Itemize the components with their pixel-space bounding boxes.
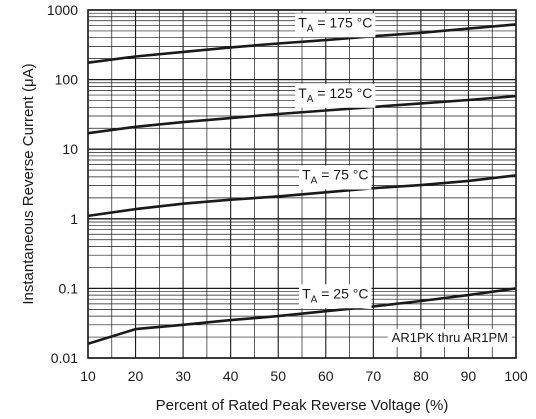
curve-series-3 xyxy=(87,174,517,218)
curves xyxy=(87,23,517,346)
curve-labels: TA = 175 °C TA = 125 °C TA = 75 °C TA = 25 … xyxy=(295,13,376,309)
grid-minor-lines xyxy=(88,10,516,358)
x-axis-title: Percent of Rated Peak Reverse Voltage (%… xyxy=(156,397,449,414)
curve-label-bg xyxy=(295,13,376,38)
x-tick-label: 90 xyxy=(461,368,477,384)
x-tick-label: 80 xyxy=(413,368,429,384)
y-tick-label: 1 xyxy=(70,211,78,227)
curve-label-bg xyxy=(299,284,372,309)
y-tick-label: 1000 xyxy=(47,2,78,18)
curve-label-1: TA = 175 °C xyxy=(298,14,372,34)
x-tick-label: 50 xyxy=(270,368,286,384)
curve-label-bg xyxy=(299,165,372,190)
x-tick-label: 30 xyxy=(175,368,191,384)
x-tick-label: 100 xyxy=(504,368,528,384)
device-range-annotation: AR1PK thru AR1PM xyxy=(392,330,508,345)
x-tick-label: 60 xyxy=(318,368,334,384)
x-tick-label: 40 xyxy=(223,368,239,384)
x-tick-label: 20 xyxy=(128,368,144,384)
y-tick-labels: 0.01 0.1 1 10 100 1000 xyxy=(47,2,78,366)
curve-label-3: TA = 75 °C xyxy=(302,167,368,187)
y-tick-label: 0.1 xyxy=(59,280,79,296)
y-tick-label: 0.01 xyxy=(51,350,78,366)
annotation-bg xyxy=(387,329,512,348)
y-tick-label: 100 xyxy=(55,72,79,88)
curve-label-4: TA = 25 °C xyxy=(302,285,368,305)
annotation-group: AR1PK thru AR1PM xyxy=(387,329,512,348)
curve-series-4 xyxy=(87,287,517,346)
x-tick-label: 10 xyxy=(80,368,96,384)
curve-series-2 xyxy=(87,94,517,135)
y-axis-title: Instantaneous Reverse Current (μA) xyxy=(20,63,37,304)
x-tick-labels: 10 20 30 40 50 60 70 80 90 100 xyxy=(80,368,528,384)
plot-frame xyxy=(87,9,517,359)
x-tick-label: 70 xyxy=(366,368,382,384)
curve-series-1 xyxy=(87,23,517,64)
curve-label-bg xyxy=(295,83,376,108)
curve-label-2: TA = 125 °C xyxy=(298,85,372,105)
y-tick-label: 10 xyxy=(62,141,78,157)
